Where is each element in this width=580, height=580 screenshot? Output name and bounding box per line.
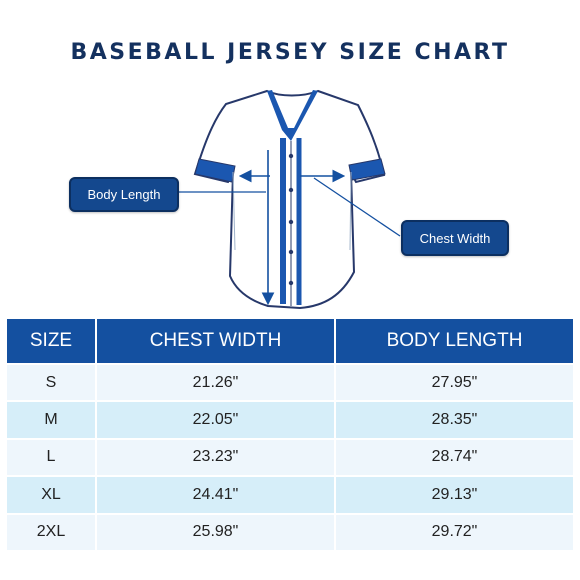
baseball-jersey-illustration [193, 89, 386, 310]
table-row: 2XL 25.98" 29.72" [7, 512, 573, 550]
chest-width-cell: 24.41" [95, 475, 335, 514]
size-cell: S [7, 362, 96, 402]
size-cell: XL [7, 475, 96, 514]
chest-width-callout: Chest Width [401, 220, 509, 256]
header-chest-width: CHEST WIDTH [95, 319, 335, 364]
size-cell: L [7, 437, 96, 477]
body-length-cell: 28.74" [334, 437, 573, 477]
body-length-callout: Body Length [69, 177, 179, 212]
table-row: M 22.05" 28.35" [7, 400, 573, 439]
page-title: BASEBALL JERSEY SIZE CHART [70, 40, 510, 65]
chest-width-cell: 21.26" [95, 362, 335, 402]
table-row: XL 24.41" 29.13" [7, 475, 573, 514]
header-size: SIZE [7, 319, 96, 364]
jersey-diagram [176, 89, 401, 310]
table-row: S 21.26" 27.95" [7, 362, 573, 402]
chest-width-cell: 23.23" [95, 437, 335, 477]
body-length-cell: 29.13" [334, 475, 573, 514]
size-cell: 2XL [7, 512, 96, 550]
chest-width-cell: 25.98" [95, 512, 335, 550]
table-header-row: SIZE CHEST WIDTH BODY LENGTH [7, 319, 573, 364]
table-row: L 23.23" 28.74" [7, 437, 573, 477]
body-length-cell: 27.95" [334, 362, 573, 402]
body-length-cell: 28.35" [334, 400, 573, 439]
chest-width-cell: 22.05" [95, 400, 335, 439]
callout-leader [313, 177, 401, 237]
header-body-length: BODY LENGTH [334, 319, 573, 364]
size-cell: M [7, 400, 96, 439]
size-table: SIZE CHEST WIDTH BODY LENGTH S 21.26" 27… [7, 319, 573, 550]
body-length-cell: 29.72" [334, 512, 573, 550]
